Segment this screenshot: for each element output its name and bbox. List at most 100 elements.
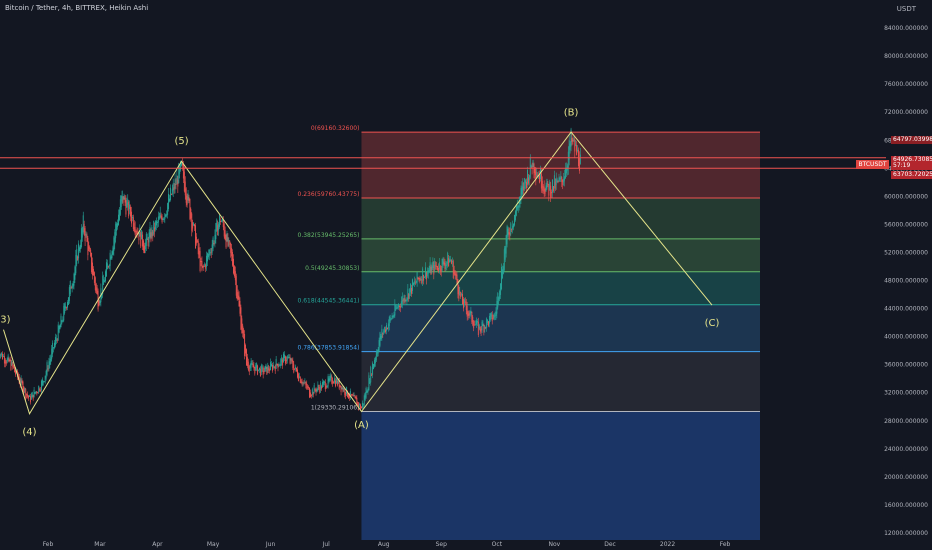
candle-body — [116, 223, 118, 231]
candle-body — [542, 185, 544, 188]
price-tag: 57:19 — [891, 162, 932, 171]
candle-body — [217, 225, 219, 236]
candle-body — [8, 358, 10, 363]
candle-body — [282, 359, 284, 366]
time-tick-label: Aug — [378, 541, 390, 548]
candle-body — [246, 349, 247, 366]
candle-body — [280, 359, 282, 366]
candle-body — [532, 160, 534, 168]
candle-body — [415, 282, 417, 284]
candle-body — [577, 149, 579, 151]
candle-body — [307, 386, 309, 388]
candle-body — [454, 271, 456, 276]
candle-body — [310, 392, 311, 398]
candle-body — [311, 389, 313, 396]
candle-body — [331, 376, 333, 384]
candle-body — [489, 315, 490, 324]
candle-body — [385, 329, 387, 333]
candle-body — [142, 234, 144, 247]
wave-labels: (3) (4) (5) (A) (B) (C) — [0, 108, 720, 438]
candle-body — [146, 237, 148, 240]
candle-body — [275, 358, 277, 369]
candle-body — [145, 233, 147, 246]
candle-body — [226, 233, 228, 242]
candle-body — [165, 214, 167, 217]
price-axis[interactable]: 84000.000000 80000.000000 76000.000000 7200… — [884, 0, 932, 550]
candle-body — [79, 247, 80, 251]
candle-body — [501, 266, 502, 290]
candle-body — [401, 296, 403, 305]
candle-body — [144, 242, 146, 250]
candle-body — [118, 209, 120, 220]
candle-body — [521, 186, 523, 195]
price-tick-label: 40000.000000 — [884, 334, 928, 341]
candle-body — [211, 244, 213, 253]
candle-body — [436, 265, 438, 267]
candle-body — [209, 252, 211, 254]
candle-body — [271, 363, 272, 367]
candle-body — [23, 387, 25, 393]
candle-body — [108, 265, 110, 267]
candle-body — [289, 357, 291, 364]
price-tick-label: 84000.000000 — [884, 25, 928, 32]
candle-body — [495, 311, 497, 316]
candle-body — [102, 275, 104, 295]
candle-body — [57, 324, 59, 341]
fibonacci-retracement[interactable]: 0(69160.32600) 0.236(59760.43775) 0.382(53… — [298, 125, 760, 540]
candle-body — [71, 286, 73, 289]
candle-body — [477, 321, 479, 336]
candle-body — [493, 314, 495, 319]
candle-body — [254, 366, 256, 374]
candle-body — [391, 315, 393, 319]
candle-body — [487, 319, 489, 324]
candle-body — [113, 237, 115, 252]
candle-body — [390, 318, 392, 320]
candle-body — [512, 225, 514, 230]
candle-body — [494, 315, 496, 317]
candle-body — [207, 253, 208, 262]
elliott-wave-path[interactable] — [3, 131, 713, 416]
candle-body — [40, 389, 42, 391]
candle-body — [167, 203, 169, 215]
candle-body — [186, 195, 188, 205]
candle-body — [285, 359, 287, 362]
horizontal-lines[interactable] — [0, 157, 886, 169]
candle-body — [461, 293, 463, 295]
candle-body — [316, 388, 318, 392]
candle-body — [182, 164, 184, 179]
candle-body — [195, 225, 196, 249]
candle-body — [150, 232, 152, 241]
candle-body — [452, 261, 454, 279]
candle-body — [291, 359, 293, 362]
candle-body — [366, 391, 368, 393]
candle-body — [317, 384, 319, 390]
price-axis-bg — [886, 0, 932, 550]
candle-body — [123, 195, 125, 200]
time-axis[interactable]: Feb Mar Apr May Jun Jul Aug Sep Oct Nov Dec 2022 Feb — [43, 541, 731, 548]
candle-body — [540, 173, 542, 189]
candle-body — [175, 183, 177, 185]
candle-body — [319, 387, 321, 393]
candle-body — [497, 293, 499, 308]
candle-body — [118, 214, 119, 226]
candle-body — [373, 364, 374, 370]
candle-body — [22, 381, 24, 393]
candle-body — [369, 381, 371, 383]
candle-body — [259, 368, 261, 377]
candle-body — [249, 366, 251, 369]
candle-body — [214, 234, 216, 244]
candle-body — [501, 269, 503, 279]
candle-body — [163, 218, 165, 220]
candle-body — [212, 237, 214, 249]
candle-body — [471, 311, 473, 323]
candle-body — [338, 380, 340, 389]
candle-body — [418, 278, 420, 280]
candle-body — [131, 211, 132, 224]
wave-line[interactable] — [3, 131, 713, 416]
time-tick-label: Dec — [604, 541, 616, 548]
fib-zone — [361, 304, 760, 352]
candle-body — [278, 365, 280, 367]
candle-body — [330, 375, 332, 378]
